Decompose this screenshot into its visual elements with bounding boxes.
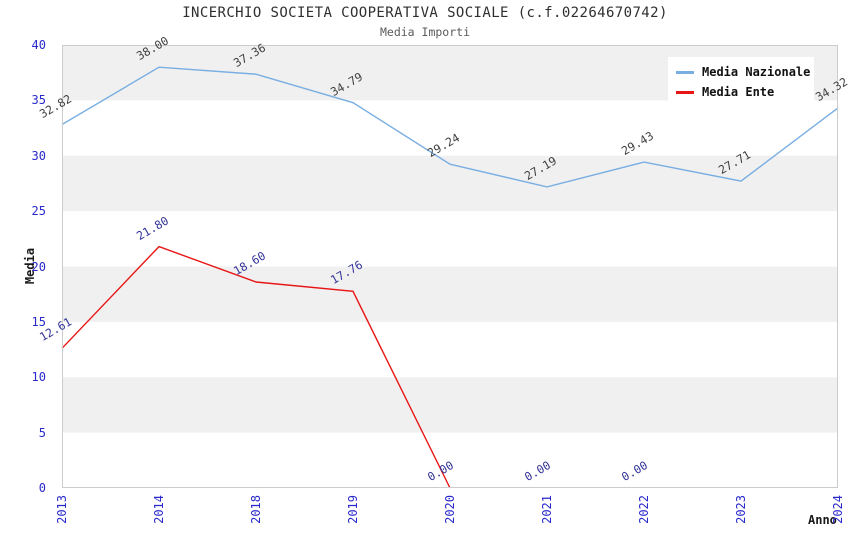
y-tick-label: 25 [31, 204, 46, 219]
legend-label-media-ente: Media Ente [702, 85, 775, 99]
chart-subtitle: Media Importi [379, 25, 470, 39]
legend-item-media-ente: Media Ente [676, 84, 806, 100]
x-axis-title: Anno [808, 513, 837, 527]
x-tick-label-2021: 2021 [540, 495, 554, 524]
y-tick-label: 30 [31, 148, 46, 163]
y-tick-label: 20 [31, 259, 46, 274]
chart-title: INCERCHIO SOCIETA COOPERATIVA SOCIALE (c… [182, 5, 668, 21]
media-nazionale-line-swatch [676, 70, 694, 74]
media-ente-line-swatch [676, 90, 694, 94]
background-band [62, 266, 838, 322]
x-tick-label-2019: 2019 [346, 495, 360, 524]
legend-label-media-nazionale: Media Nazionale [702, 65, 811, 79]
x-tick-label-2018: 2018 [249, 495, 263, 524]
y-tick-label: 10 [31, 370, 46, 385]
legend-item-media-nazionale: Media Nazionale [676, 64, 810, 80]
background-band [62, 377, 838, 433]
x-tick-label-2022: 2022 [637, 495, 651, 524]
y-tick-label: 15 [31, 314, 46, 329]
y-tick-label: 35 [31, 93, 46, 108]
legend: Media Nazionale Media Ente [668, 57, 814, 107]
background-band [62, 155, 838, 212]
plot-frame [62, 45, 838, 488]
x-tick-label-2014: 2014 [152, 495, 166, 524]
y-tick-label: 5 [38, 425, 46, 440]
media-ente-line [61, 245, 451, 489]
y-tick-label: 0 [38, 481, 46, 495]
x-tick-label-2023: 2023 [734, 495, 748, 524]
media-nazionale-line [61, 66, 839, 188]
x-tick-label-2024: 2024 [831, 495, 845, 524]
x-tick-label-2020: 2020 [443, 495, 457, 524]
y-tick-label: 40 [31, 38, 46, 52]
x-tick-label-2013: 2013 [55, 495, 69, 524]
